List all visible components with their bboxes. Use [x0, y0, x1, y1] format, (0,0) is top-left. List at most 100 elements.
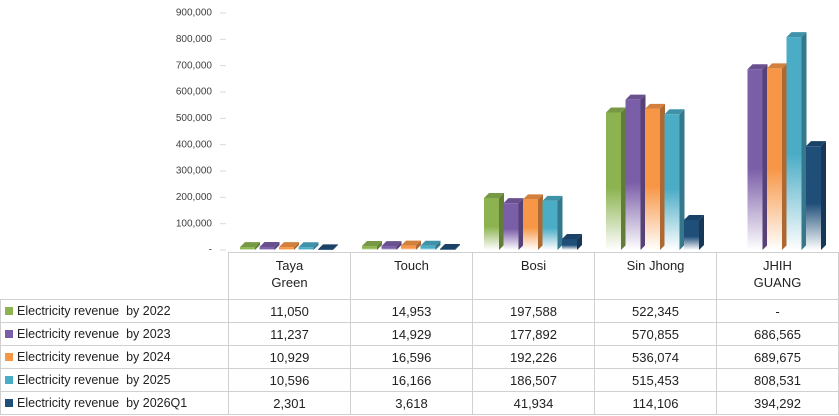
bar-side — [699, 214, 704, 250]
bar-top — [279, 242, 299, 248]
legend-label: Electricity revenue by 2026Q1 — [17, 396, 188, 410]
bar — [625, 99, 641, 250]
x-tick-label: Bosi — [520, 258, 547, 273]
y-tick-label: 100,000 — [176, 218, 213, 229]
header-row: Taya Green Touch Bosi Sin Jhong JHIH GUANG — [1, 252, 839, 300]
bar-top — [318, 244, 338, 250]
bar-side — [416, 240, 421, 250]
y-tick-label: 900,000 — [176, 8, 213, 19]
data-label: 10,596 — [228, 368, 351, 392]
bar-top — [645, 103, 665, 109]
bar — [381, 246, 397, 250]
bar-top — [240, 242, 260, 248]
bar-side — [255, 242, 260, 250]
data-label: 689,675 — [716, 345, 839, 369]
y-tick-label: 300,000 — [176, 166, 213, 177]
bar-side — [435, 240, 441, 250]
bar — [664, 114, 680, 251]
legend-label: Electricity revenue by 2024 — [17, 350, 171, 364]
bar-side — [538, 194, 543, 250]
bar-side — [577, 233, 582, 250]
bar — [298, 247, 314, 250]
y-tick-label: 600,000 — [176, 87, 213, 98]
data-label: 16,166 — [350, 368, 473, 392]
bar — [645, 108, 660, 250]
bar-top — [767, 63, 787, 69]
legend-swatch — [5, 307, 13, 315]
y-tick-label: 800,000 — [176, 34, 213, 45]
legend-entry: Electricity revenue by 2022 — [0, 299, 229, 323]
corner — [1, 253, 229, 300]
bar-top — [362, 241, 382, 247]
series-row: Electricity revenue by 2022 11,050 14,953 1… — [0, 299, 839, 323]
bar-top — [606, 107, 626, 113]
bar-top — [542, 195, 563, 201]
bar-top — [401, 240, 421, 246]
bar-top — [562, 233, 582, 239]
data-label: 686,565 — [716, 322, 839, 346]
legend-entry: Electricity revenue by 2024 — [0, 345, 229, 369]
y-tick-label: - — [209, 245, 212, 252]
x-tick-label: JHIH GUANG — [753, 258, 802, 290]
chart: - 100,000 200,000 300,000 400,000 500,000 600,… — [176, 8, 826, 252]
data-label: 186,507 — [472, 368, 595, 392]
category-cell: Taya Green — [228, 252, 351, 300]
bar — [767, 68, 782, 250]
series-row: Electricity revenue by 2023 11,237 14,929 1… — [0, 322, 839, 346]
bar-side — [660, 103, 665, 250]
bar-top — [420, 240, 441, 246]
bar — [606, 112, 621, 250]
data-label: 11,237 — [228, 322, 351, 346]
x-tick-label: Taya Green — [271, 258, 308, 290]
data-label: 177,892 — [472, 322, 595, 346]
data-table: Taya Green Touch Bosi Sin Jhong JHIH GUANG El… — [0, 252, 839, 415]
bar-top — [259, 242, 280, 248]
data-label: 570,855 — [594, 322, 717, 346]
bar — [318, 249, 333, 250]
bar-side — [313, 242, 319, 250]
legend-entry: Electricity revenue by 2025 — [0, 368, 229, 392]
bar — [240, 247, 255, 250]
bar — [362, 246, 377, 250]
legend-swatch — [5, 376, 13, 384]
data-label: 114,106 — [594, 391, 717, 415]
bar-side — [821, 141, 826, 250]
bar-top — [786, 32, 807, 38]
y-tick-label: 400,000 — [176, 139, 213, 150]
bar — [259, 247, 275, 250]
legend-entry: Electricity revenue by 2023 — [0, 322, 229, 346]
data-label: 197,588 — [472, 299, 595, 323]
bar-top — [440, 244, 460, 250]
data-label: 808,531 — [716, 368, 839, 392]
bar-side — [274, 242, 280, 250]
bar-top — [503, 198, 524, 204]
bar-side — [782, 63, 787, 250]
series-row: Electricity revenue by 2026Q1 2,301 3,618 4… — [0, 391, 839, 415]
data-label: 3,618 — [350, 391, 473, 415]
legend-label: Electricity revenue by 2023 — [17, 327, 171, 341]
bar-side — [294, 242, 299, 250]
data-label: 536,074 — [594, 345, 717, 369]
bar — [786, 37, 802, 250]
category-cell: Bosi — [472, 252, 595, 300]
series-row: Electricity revenue by 2024 10,929 16,596 1… — [0, 345, 839, 369]
data-label: 16,596 — [350, 345, 473, 369]
bar-side — [396, 241, 402, 250]
bar-side — [377, 241, 382, 250]
series-row: Electricity revenue by 2025 10,596 16,166 1… — [0, 368, 839, 392]
bar-side — [621, 107, 626, 250]
legend-entry: Electricity revenue by 2026Q1 — [0, 391, 229, 415]
bar-top — [381, 241, 402, 247]
data-label: 10,929 — [228, 345, 351, 369]
bar-top — [806, 141, 826, 147]
bar — [684, 219, 699, 250]
x-tick-label: Touch — [394, 258, 429, 273]
bar-top — [298, 242, 319, 248]
data-label: 522,345 — [594, 299, 717, 323]
bar-side — [679, 109, 685, 251]
bar-side — [762, 64, 768, 250]
y-tick-label: 200,000 — [176, 192, 213, 203]
bar — [279, 247, 294, 250]
data-label: 41,934 — [472, 391, 595, 415]
